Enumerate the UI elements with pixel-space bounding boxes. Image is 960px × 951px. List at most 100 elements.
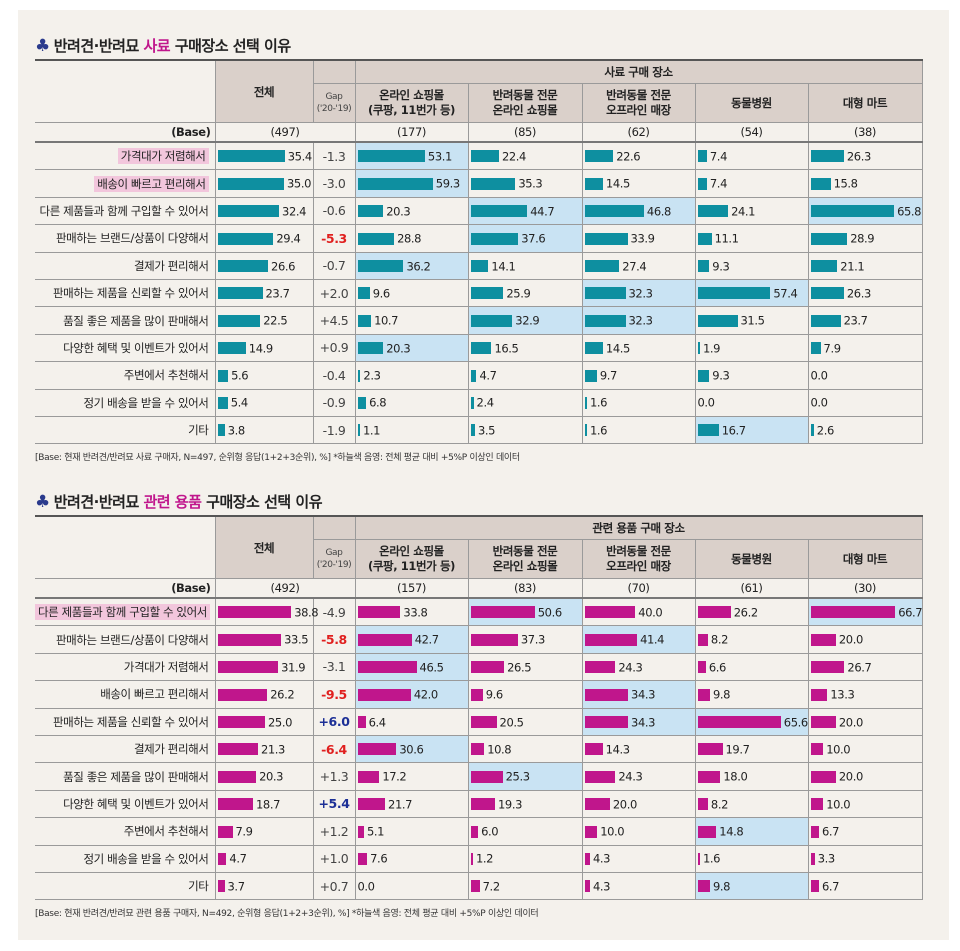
section-title: ♣ 반려견·반려묘 사료 구매장소 선택 이유 <box>35 33 922 59</box>
value-cell: 25.9 <box>468 279 583 308</box>
row-label: 배송이 빠르고 편리해서 <box>94 175 209 192</box>
bar <box>470 880 480 893</box>
table-row: 다른 제품들과 함께 구입할 수 있어서 38.8 -4.9 33.8 50.6 40.0… <box>35 598 923 627</box>
value-label: 35.3 <box>518 176 543 191</box>
value-cell: 53.1 <box>355 142 469 171</box>
data-table: 전체 관련 용품 구매 장소 Gap ('20-'19) 온라인 쇼핑몰 (쿠팡, 11… <box>35 515 923 901</box>
bar <box>810 633 836 646</box>
table-row: 품질 좋은 제품을 많이 판매해서 20.3 +1.3 17.2 25.3 24.3 18.… <box>35 762 923 791</box>
bar <box>584 852 590 865</box>
value-cell: 1.2 <box>468 845 583 873</box>
bar <box>470 314 513 327</box>
gap-header: Gap ('20-'19) <box>313 539 356 579</box>
value-label: 31.5 <box>740 313 765 328</box>
row-label: 정기 배송을 받을 수 있어서 <box>83 395 209 410</box>
total-cell: 26.6 <box>215 252 314 280</box>
title-accent: 관련 용품 <box>143 493 202 511</box>
bar <box>810 314 841 327</box>
value-label: 0.0 <box>357 879 375 894</box>
value-cell: 7.4 <box>695 169 809 198</box>
bar <box>357 396 367 409</box>
value-cell: 26.7 <box>808 653 923 682</box>
value-cell: 20.0 <box>808 708 923 736</box>
total-cell: 33.5 <box>215 625 314 654</box>
total-cell: 7.9 <box>215 817 314 846</box>
value-label: 7.4 <box>709 149 727 164</box>
total-cell: 4.7 <box>215 845 314 873</box>
value-cell: 2.3 <box>355 361 469 390</box>
base-value: (30) <box>808 578 923 599</box>
value-cell: 6.7 <box>808 817 923 846</box>
title-suffix: 구매장소 선택 이유 <box>170 37 291 55</box>
bar <box>584 716 629 728</box>
bar <box>357 606 401 619</box>
row-label-cell: 정기 배송을 받을 수 있어서 <box>35 845 216 873</box>
value-cell: 3.3 <box>808 845 923 873</box>
value-label: 27.4 <box>622 259 647 273</box>
row-label-cell: 배송이 빠르고 편리해서 <box>35 680 216 709</box>
bar-total <box>217 825 233 838</box>
row-label-cell: 다양한 혜택 및 이벤트가 있어서 <box>35 334 216 363</box>
bar <box>357 770 380 783</box>
base-label: (Base) <box>35 578 216 599</box>
value-label: 66.7 <box>898 605 923 620</box>
value-label: 32.9 <box>515 313 540 328</box>
row-label-cell: 결제가 편리해서 <box>35 252 216 280</box>
row-label: 정기 배송을 받을 수 있어서 <box>83 851 209 866</box>
value-cell: 20.3 <box>355 334 469 363</box>
base-total: (492) <box>215 578 356 599</box>
data-table: 전체 사료 구매 장소 Gap ('20-'19) 온라인 쇼핑몰 (쿠팡, 11번가 … <box>35 59 923 445</box>
bar <box>584 633 638 646</box>
total-value: 18.7 <box>256 797 281 812</box>
value-cell: 42.0 <box>355 680 469 709</box>
gap-value: -1.3 <box>313 142 356 171</box>
bar <box>584 314 626 327</box>
bar <box>584 798 610 811</box>
value-cell: 14.1 <box>468 252 583 280</box>
value-label: 26.5 <box>507 660 532 675</box>
gap-value: +1.3 <box>313 762 356 791</box>
bar-total <box>217 880 225 893</box>
total-cell: 5.6 <box>215 361 314 390</box>
total-cell: 32.4 <box>215 197 314 226</box>
value-label: 1.1 <box>363 423 381 438</box>
value-label: 9.6 <box>372 286 390 301</box>
bar <box>697 232 712 245</box>
total-value: 20.3 <box>259 769 284 784</box>
column-header: 반려동물 전문 온라인 쇼핑몰 <box>468 83 583 123</box>
gap-value: +2.0 <box>313 279 356 308</box>
value-cell: 21.7 <box>355 790 469 819</box>
value-cell: 13.3 <box>808 680 923 709</box>
bar-total <box>217 232 274 245</box>
bar-total <box>217 688 268 701</box>
value-label: 10.0 <box>826 742 851 757</box>
bar <box>357 743 397 756</box>
value-label: 42.0 <box>413 687 438 702</box>
value-cell: 6.0 <box>468 817 583 846</box>
value-cell: 33.8 <box>355 598 469 627</box>
value-label: 17.2 <box>382 769 407 784</box>
value-label: 30.6 <box>399 742 424 757</box>
value-cell: 19.7 <box>695 735 809 764</box>
total-value: 23.7 <box>265 286 290 301</box>
value-label: 34.3 <box>631 687 656 702</box>
value-label: 0.0 <box>810 368 828 383</box>
value-cell: 28.9 <box>808 224 923 253</box>
value-cell: 9.8 <box>695 872 809 901</box>
bar <box>357 232 395 245</box>
value-cell: 10.8 <box>468 735 583 764</box>
value-label: 44.7 <box>530 204 555 219</box>
value-label: 5.1 <box>366 824 385 839</box>
gap-period: ('20-'19) <box>316 560 352 570</box>
subheader-row: Gap ('20-'19) 온라인 쇼핑몰 (쿠팡, 11번가 등) 반려동물 전문 … <box>35 83 923 123</box>
value-cell: 37.3 <box>468 625 583 654</box>
table-row: 정기 배송을 받을 수 있어서 5.4 -0.9 6.8 2.4 1.6 0.0 0.0 <box>35 389 923 417</box>
value-cell: 1.6 <box>582 389 696 417</box>
table-row: 기타 3.8 -1.9 1.1 3.5 1.6 16.7 2.6 <box>35 416 923 445</box>
bar <box>810 606 896 619</box>
value-cell: 0.0 <box>355 872 469 901</box>
column-header: 대형 마트 <box>808 539 923 579</box>
table-row: 배송이 빠르고 편리해서 35.0 -3.0 59.3 35.3 14.5 7.4 15.8 <box>35 169 923 198</box>
value-cell: 40.0 <box>582 598 696 627</box>
value-label: 37.3 <box>520 632 545 647</box>
